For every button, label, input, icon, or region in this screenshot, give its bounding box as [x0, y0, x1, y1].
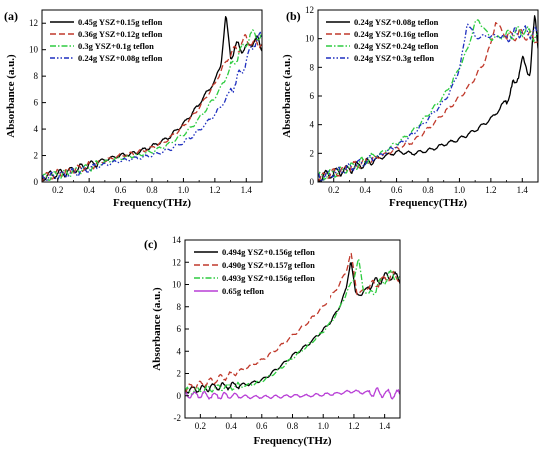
panel-label: (c)	[144, 237, 157, 251]
y-tick-label: 8	[310, 62, 315, 72]
series-line	[42, 29, 262, 181]
x-tick-label: 0.6	[391, 185, 403, 195]
y-tick-label: 12	[172, 257, 181, 267]
x-tick-label: 0.2	[195, 421, 206, 431]
panel-label: (b)	[286, 9, 301, 23]
y-axis-title: Absorbance (a.u.)	[5, 54, 17, 138]
y-tick-label: 8	[34, 71, 39, 81]
legend-label: 0.494g YSZ+0.156g teflon	[222, 247, 315, 257]
y-tick-label: 0	[34, 177, 39, 187]
y-tick-label: 6	[34, 98, 39, 108]
x-tick-label: 0.8	[146, 185, 158, 195]
series-line	[42, 33, 262, 182]
legend-label: 0.24g YSZ+0.08g teflon	[78, 53, 163, 63]
x-tick-label: 0.8	[287, 421, 299, 431]
x-tick-label: 0.6	[115, 185, 127, 195]
y-tick-label: 4	[34, 124, 39, 134]
y-tick-label: 4	[310, 120, 315, 130]
panel-label: (a)	[4, 9, 18, 23]
y-tick-label: -2	[174, 413, 182, 423]
x-tick-label: 1.2	[348, 421, 359, 431]
series-line	[318, 21, 538, 181]
x-tick-label: 0.6	[256, 421, 268, 431]
series-group	[318, 15, 538, 182]
legend: 0.45g YSZ+0.15g teflon 0.36g YSZ+0.12g te…	[46, 14, 176, 68]
legend-label: 0.24g YSZ+0.24g teflon	[354, 41, 439, 51]
x-tick-label: 1.4	[379, 421, 391, 431]
chart-panel-2: 0.2 0.4 0.6 0.8 1.0 1.2 1.4 0 2 4 6 8 10 12 Frequency(…	[281, 5, 539, 209]
y-tick-label: 2	[34, 151, 39, 161]
series-line	[42, 16, 262, 182]
legend-label: 0.3g YSZ+0.1g teflon	[78, 41, 154, 51]
x-tick-label: 1.0	[454, 185, 466, 195]
y-tick-label: 6	[177, 324, 182, 334]
x-tick-label: 1.4	[241, 185, 253, 195]
series-line	[185, 387, 400, 400]
y-tick-label: 12	[29, 18, 38, 28]
y-tick-label: 0	[177, 391, 182, 401]
y-tick-label: 2	[310, 148, 315, 158]
legend: 0.494g YSZ+0.156g teflon 0.490g YSZ+0.157…	[190, 244, 330, 302]
x-tick-label: 1.0	[178, 185, 190, 195]
series-line	[185, 252, 400, 393]
y-tick-label: 4	[177, 346, 182, 356]
y-axis-title: Absorbance (a.u.)	[281, 54, 293, 138]
y-tick-label: 10	[29, 45, 39, 55]
y-tick-label: 14	[172, 235, 182, 245]
legend-label: 0.493g YSZ+0.156g teflon	[222, 273, 315, 283]
y-tick-label: 10	[172, 280, 182, 290]
legend: 0.24g YSZ+0.08g teflon 0.24g YSZ+0.16g te…	[322, 14, 458, 68]
legend-label: 0.24g YSZ+0.3g teflon	[354, 53, 434, 63]
y-tick-label: 10	[305, 34, 315, 44]
x-axis-title: Frequency(THz)	[389, 197, 467, 209]
x-tick-label: 0.4	[84, 185, 96, 195]
x-tick-label: 0.2	[52, 185, 63, 195]
x-tick-label: 0.8	[422, 185, 434, 195]
x-tick-label: 0.4	[360, 185, 372, 195]
x-tick-label: 0.2	[328, 185, 339, 195]
y-tick-label: 2	[177, 369, 182, 379]
legend-label: 0.24g YSZ+0.08g teflon	[354, 17, 439, 27]
series-line	[42, 31, 262, 181]
y-tick-label: 0	[310, 177, 315, 187]
legend-label: 0.490g YSZ+0.157g teflon	[222, 260, 315, 270]
chart-panel-3: 0.2 0.4 0.6 0.8 1.0 1.2 1.4 -2 0 2 4 6 8 10 12 14 Freque…	[144, 235, 401, 447]
x-tick-label: 1.4	[517, 185, 529, 195]
legend-label: 0.45g YSZ+0.15g teflon	[78, 17, 163, 27]
series-line	[318, 23, 538, 182]
y-tick-label: 12	[305, 5, 314, 15]
x-tick-label: 1.2	[209, 185, 220, 195]
y-tick-label: 6	[310, 91, 315, 101]
x-axis-title: Frequency(THz)	[113, 197, 191, 209]
series-group	[42, 16, 262, 182]
series-group	[185, 252, 400, 400]
legend-label: 0.65g teflon	[222, 286, 264, 296]
x-axis-title: Frequency(THz)	[253, 435, 331, 447]
y-tick-label: 8	[177, 302, 182, 312]
chart-panel-1: 0.2 0.4 0.6 0.8 1.0 1.2 1.4 0 2 4 6 8 10 12 Frequency(…	[4, 9, 263, 209]
legend-label: 0.36g YSZ+0.12g teflon	[78, 29, 163, 39]
x-tick-label: 0.4	[225, 421, 237, 431]
x-tick-label: 1.2	[485, 185, 496, 195]
legend-label: 0.24g YSZ+0.16g teflon	[354, 29, 439, 39]
x-tick-label: 1.0	[318, 421, 330, 431]
y-axis-title: Absorbance (a.u.)	[151, 287, 163, 371]
